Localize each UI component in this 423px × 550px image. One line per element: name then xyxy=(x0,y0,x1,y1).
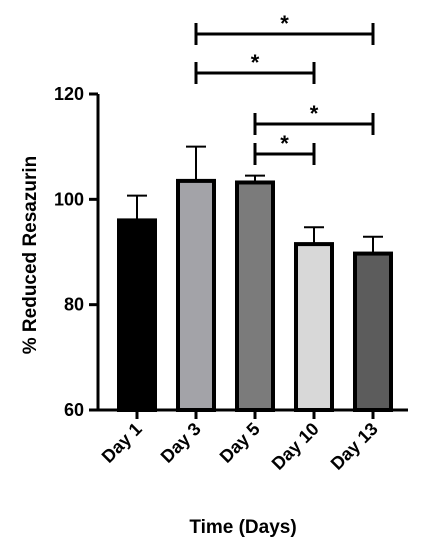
bars-group xyxy=(117,178,393,412)
x-tick-label: Day 5 xyxy=(216,419,264,467)
y-tick-label: 80 xyxy=(64,295,84,315)
y-tick-label: 60 xyxy=(64,400,84,420)
x-axis-title: Time (Days) xyxy=(189,517,296,538)
significance-group: * * * * xyxy=(194,11,375,165)
significance-label: * xyxy=(310,101,319,126)
y-tick-label: 120 xyxy=(54,84,84,104)
significance-label: * xyxy=(251,50,260,75)
bar-day-13 xyxy=(353,251,393,412)
x-tick-label: Day 3 xyxy=(157,419,205,467)
y-tick-label: 100 xyxy=(54,189,84,209)
significance-label: * xyxy=(280,131,289,156)
bar-day-5 xyxy=(235,180,275,412)
x-tick-label: Day 10 xyxy=(268,419,323,474)
x-tick-label: Day 1 xyxy=(98,419,146,467)
bar-day-3 xyxy=(176,178,216,412)
y-axis-title: % Reduced Resazurin xyxy=(20,156,41,355)
significance-label: * xyxy=(280,11,289,36)
x-tick-label: Day 13 xyxy=(327,419,382,474)
error-bars-group xyxy=(127,145,383,254)
bar-day-1 xyxy=(117,218,157,412)
bar-day-10 xyxy=(294,242,334,412)
